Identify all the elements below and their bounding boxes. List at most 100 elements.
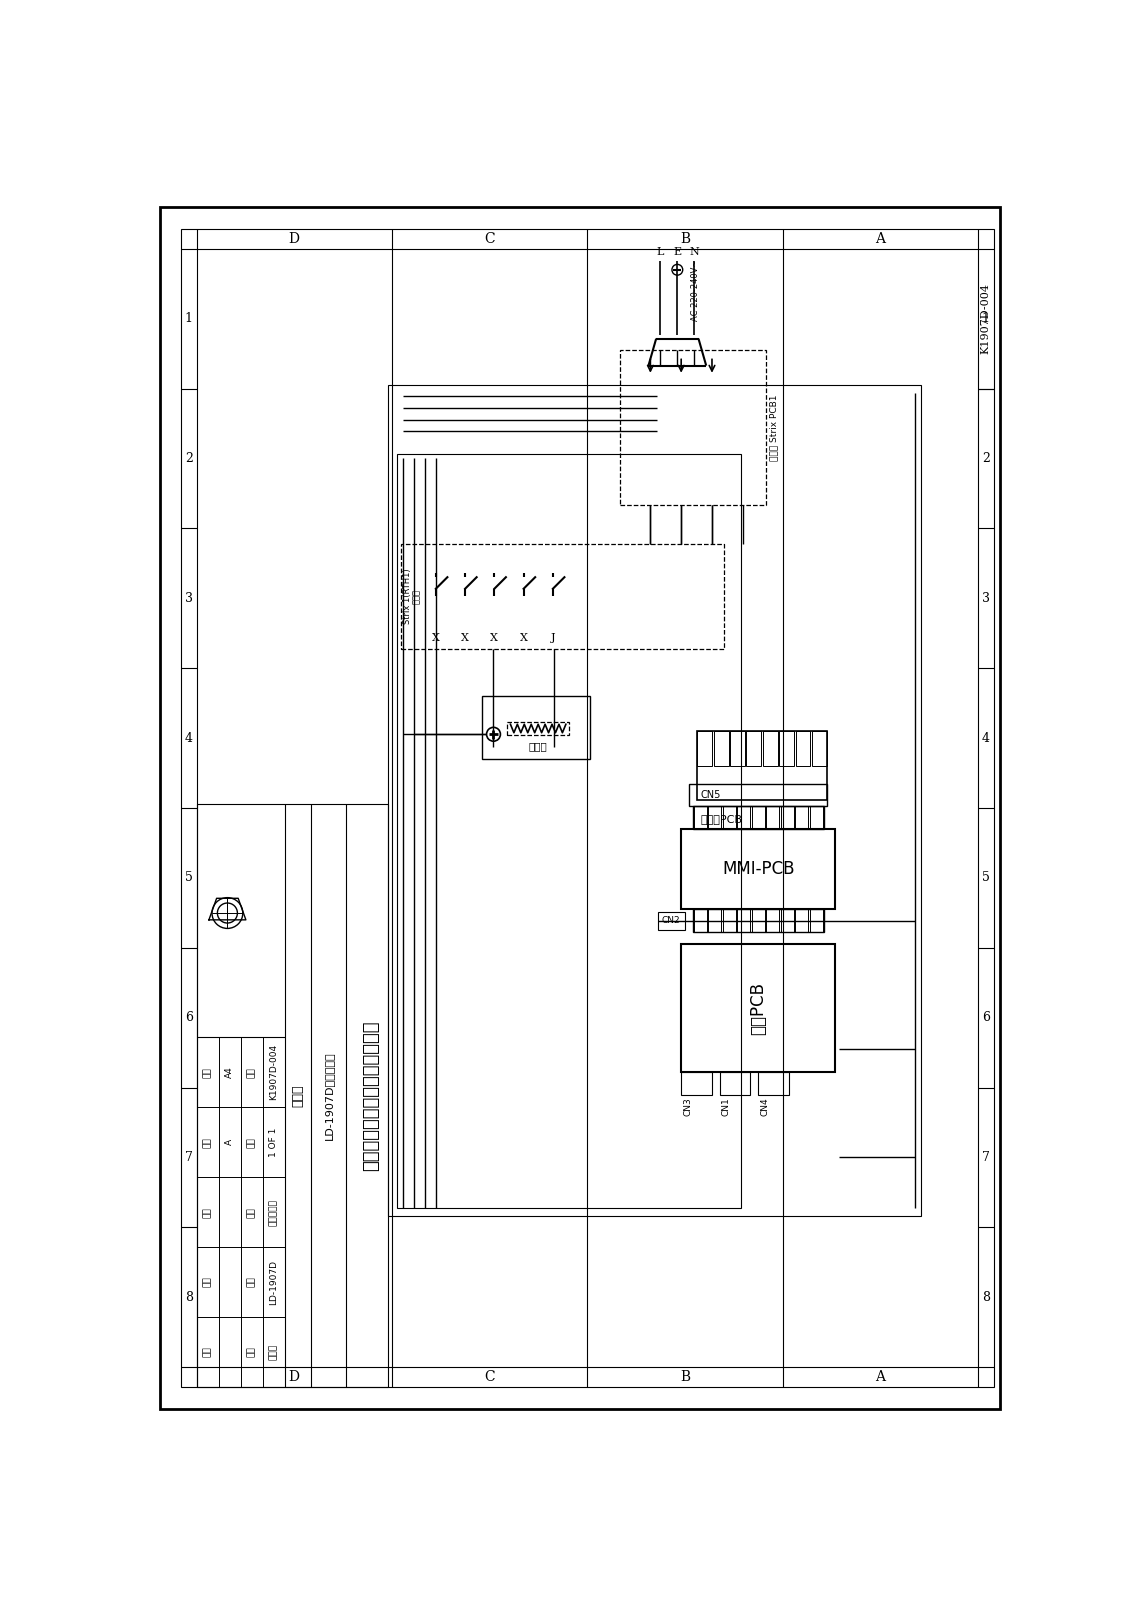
Text: 图号: 图号 (248, 1067, 256, 1078)
Bar (752, 909, 765, 933)
Text: 版本: 版本 (248, 1138, 256, 1147)
Text: C: C (484, 232, 495, 246)
Bar (508, 722, 569, 734)
Bar (681, 1072, 713, 1096)
Text: 1: 1 (184, 312, 193, 325)
Bar (658, 912, 685, 930)
Text: L: L (657, 246, 664, 256)
Bar (708, 806, 722, 829)
Text: D: D (288, 232, 300, 246)
Text: 电路图: 电路图 (292, 1085, 304, 1107)
Text: 2: 2 (982, 453, 990, 466)
Text: B: B (680, 1370, 690, 1384)
Text: 感应软PCB: 感应软PCB (700, 814, 742, 824)
Text: X: X (491, 634, 499, 643)
Text: 电路图: 电路图 (269, 1344, 278, 1360)
Text: 审核: 审核 (204, 1347, 213, 1357)
Text: 5: 5 (185, 872, 192, 885)
Bar (708, 909, 722, 933)
Bar (762, 731, 778, 766)
Bar (810, 909, 823, 933)
Text: 8: 8 (184, 1291, 193, 1304)
Bar (698, 731, 713, 766)
Text: A: A (875, 232, 886, 246)
Text: 发热管: 发热管 (529, 741, 547, 752)
Bar (779, 731, 794, 766)
Bar (388, 386, 922, 1216)
Bar (482, 696, 589, 758)
Text: A4: A4 (225, 1067, 234, 1078)
Bar (812, 731, 827, 766)
Text: 3: 3 (184, 592, 193, 605)
Bar (780, 806, 794, 829)
Text: CN1: CN1 (722, 1098, 731, 1117)
Text: LD-1907D: LD-1907D (269, 1259, 278, 1304)
Text: A: A (875, 1370, 886, 1384)
Text: X: X (432, 634, 440, 643)
Bar (795, 806, 809, 829)
Text: K1907D-004: K1907D-004 (981, 283, 991, 354)
Text: 1 OF 1: 1 OF 1 (269, 1128, 278, 1157)
Text: 中山市海信悠家电器业有限公司: 中山市海信悠家电器业有限公司 (362, 1021, 380, 1171)
Text: D: D (288, 1370, 300, 1384)
Bar (737, 909, 750, 933)
Bar (714, 731, 728, 766)
Bar (197, 805, 388, 1387)
Bar (681, 829, 835, 909)
Text: 校对: 校对 (204, 1277, 213, 1288)
Text: B: B (680, 232, 690, 246)
Text: 2: 2 (185, 453, 192, 466)
Text: K1907D-004: K1907D-004 (269, 1045, 278, 1101)
Bar (758, 1072, 789, 1096)
Text: 单位: 单位 (204, 1138, 213, 1147)
Bar (693, 806, 707, 829)
Text: X: X (461, 634, 469, 643)
Bar (397, 454, 741, 1208)
Text: 4: 4 (184, 731, 193, 744)
Bar (810, 806, 823, 829)
Text: 7: 7 (982, 1150, 990, 1163)
Text: Strix 1(RTH1): Strix 1(RTH1) (403, 568, 412, 624)
Text: 名称: 名称 (248, 1206, 256, 1218)
Bar (402, 544, 724, 650)
Text: 图型: 图型 (248, 1347, 256, 1357)
Bar (795, 731, 810, 766)
Bar (746, 731, 761, 766)
Text: 6: 6 (982, 1011, 990, 1024)
Text: A: A (225, 1139, 234, 1146)
Text: 滤波器 Strix PCB1: 滤波器 Strix PCB1 (770, 395, 779, 461)
Text: 图纸: 图纸 (204, 1067, 213, 1078)
Bar (731, 731, 745, 766)
Text: CN3: CN3 (683, 1098, 692, 1117)
Text: 设计: 设计 (204, 1206, 213, 1218)
Text: 加热器: 加热器 (412, 589, 421, 603)
Text: N: N (690, 246, 699, 256)
Text: 电器用水壶: 电器用水壶 (269, 1198, 278, 1226)
Text: 主控PCB: 主控PCB (749, 981, 767, 1035)
Bar (795, 909, 809, 933)
Bar (697, 731, 828, 800)
Text: 模号: 模号 (248, 1277, 256, 1288)
Bar (766, 909, 779, 933)
Bar (620, 350, 766, 506)
Text: C: C (484, 1370, 495, 1384)
Text: CN2: CN2 (662, 917, 681, 925)
Text: 4: 4 (982, 731, 990, 744)
Bar (693, 909, 707, 933)
Bar (780, 909, 794, 933)
Text: E: E (673, 246, 681, 256)
Bar (681, 944, 835, 1072)
Text: 3: 3 (982, 592, 990, 605)
Bar (692, 909, 823, 933)
Bar (752, 806, 765, 829)
Text: LD-1907D电器用水壶: LD-1907D电器用水壶 (323, 1051, 334, 1139)
Text: AC 220-240V~: AC 220-240V~ (691, 259, 700, 320)
Bar (723, 806, 735, 829)
Text: CN5: CN5 (700, 790, 720, 800)
Bar (719, 1072, 751, 1096)
Bar (766, 806, 779, 829)
Text: 7: 7 (185, 1150, 192, 1163)
Bar (737, 806, 750, 829)
Bar (692, 806, 823, 829)
Bar (723, 909, 735, 933)
